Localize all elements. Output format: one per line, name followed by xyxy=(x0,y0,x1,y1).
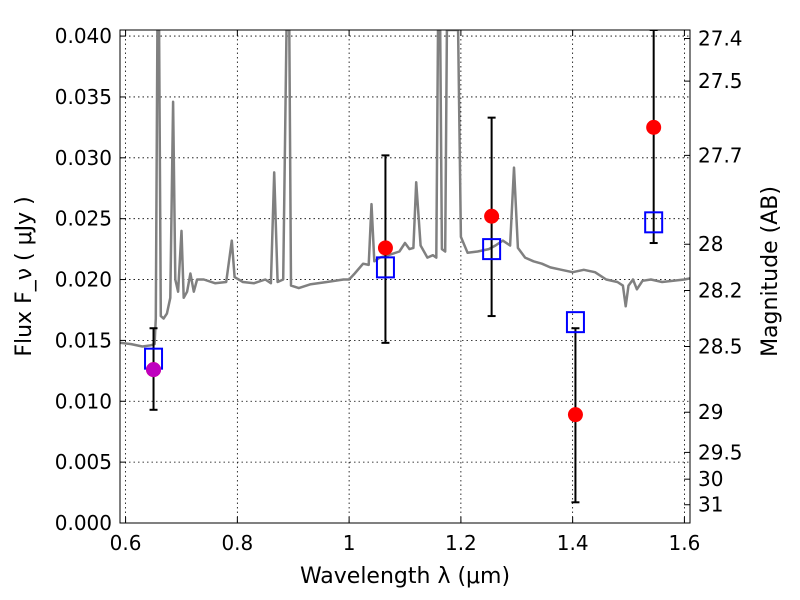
y-tick-label: 0.015 xyxy=(55,328,112,352)
model-square-marker xyxy=(482,238,502,261)
grid xyxy=(120,30,690,523)
spectrum-line xyxy=(120,30,690,348)
x-tick-label: 0.6 xyxy=(110,531,142,555)
y-axis-label: Flux F_ν ( μJy ) xyxy=(12,196,37,356)
y-tick-label: 0.040 xyxy=(55,24,112,48)
y-tick-label: 0.010 xyxy=(55,389,112,413)
right-tick-label: 30 xyxy=(698,467,723,491)
plot-frame xyxy=(119,29,691,524)
right-tick-label: 27.4 xyxy=(698,27,743,51)
y-tick-label: 0.030 xyxy=(55,146,112,170)
right-tick-label: 28.5 xyxy=(698,334,743,358)
y-tick-label: 0.025 xyxy=(55,207,112,231)
x-tick-label: 1.2 xyxy=(445,531,477,555)
plot-area xyxy=(120,30,690,504)
model-square-marker xyxy=(644,211,664,234)
x-tick-label: 1.4 xyxy=(557,531,589,555)
observed-point-marker xyxy=(567,407,583,423)
axes: 0.6 0.8 1 1.2 1.4 1.6 0.000 0.005 0.010 0.015 0.02… xyxy=(55,24,743,555)
y-tick-label: 0.020 xyxy=(55,268,112,292)
y-tick-label: 0.000 xyxy=(55,511,112,535)
right-tick-label: 29.5 xyxy=(698,440,743,464)
overlap-marker xyxy=(146,362,162,378)
model-square-marker xyxy=(565,311,585,334)
model-square-marker xyxy=(375,256,395,279)
x-axis-label: Wavelength λ (μm) xyxy=(300,564,510,589)
observed-point-marker xyxy=(377,240,393,256)
x-tick-label: 0.8 xyxy=(221,531,253,555)
observed-point-marker xyxy=(484,208,500,224)
x-tick-label: 1.6 xyxy=(669,531,701,555)
right-tick-label: 28 xyxy=(698,232,723,256)
x-tick-label: 1 xyxy=(343,531,356,555)
y-tick-label: 0.035 xyxy=(55,85,112,109)
right-tick-label: 29 xyxy=(698,400,723,424)
right-tick-label: 27.7 xyxy=(698,143,743,167)
right-tick-label: 31 xyxy=(698,493,723,517)
right-tick-label: 28.2 xyxy=(698,278,743,302)
y-tick-label: 0.005 xyxy=(55,450,112,474)
right-tick-label: 27.5 xyxy=(698,69,743,93)
observed-point-marker xyxy=(646,119,662,135)
y-axis-right-label: Magnitude (AB) xyxy=(758,186,783,357)
